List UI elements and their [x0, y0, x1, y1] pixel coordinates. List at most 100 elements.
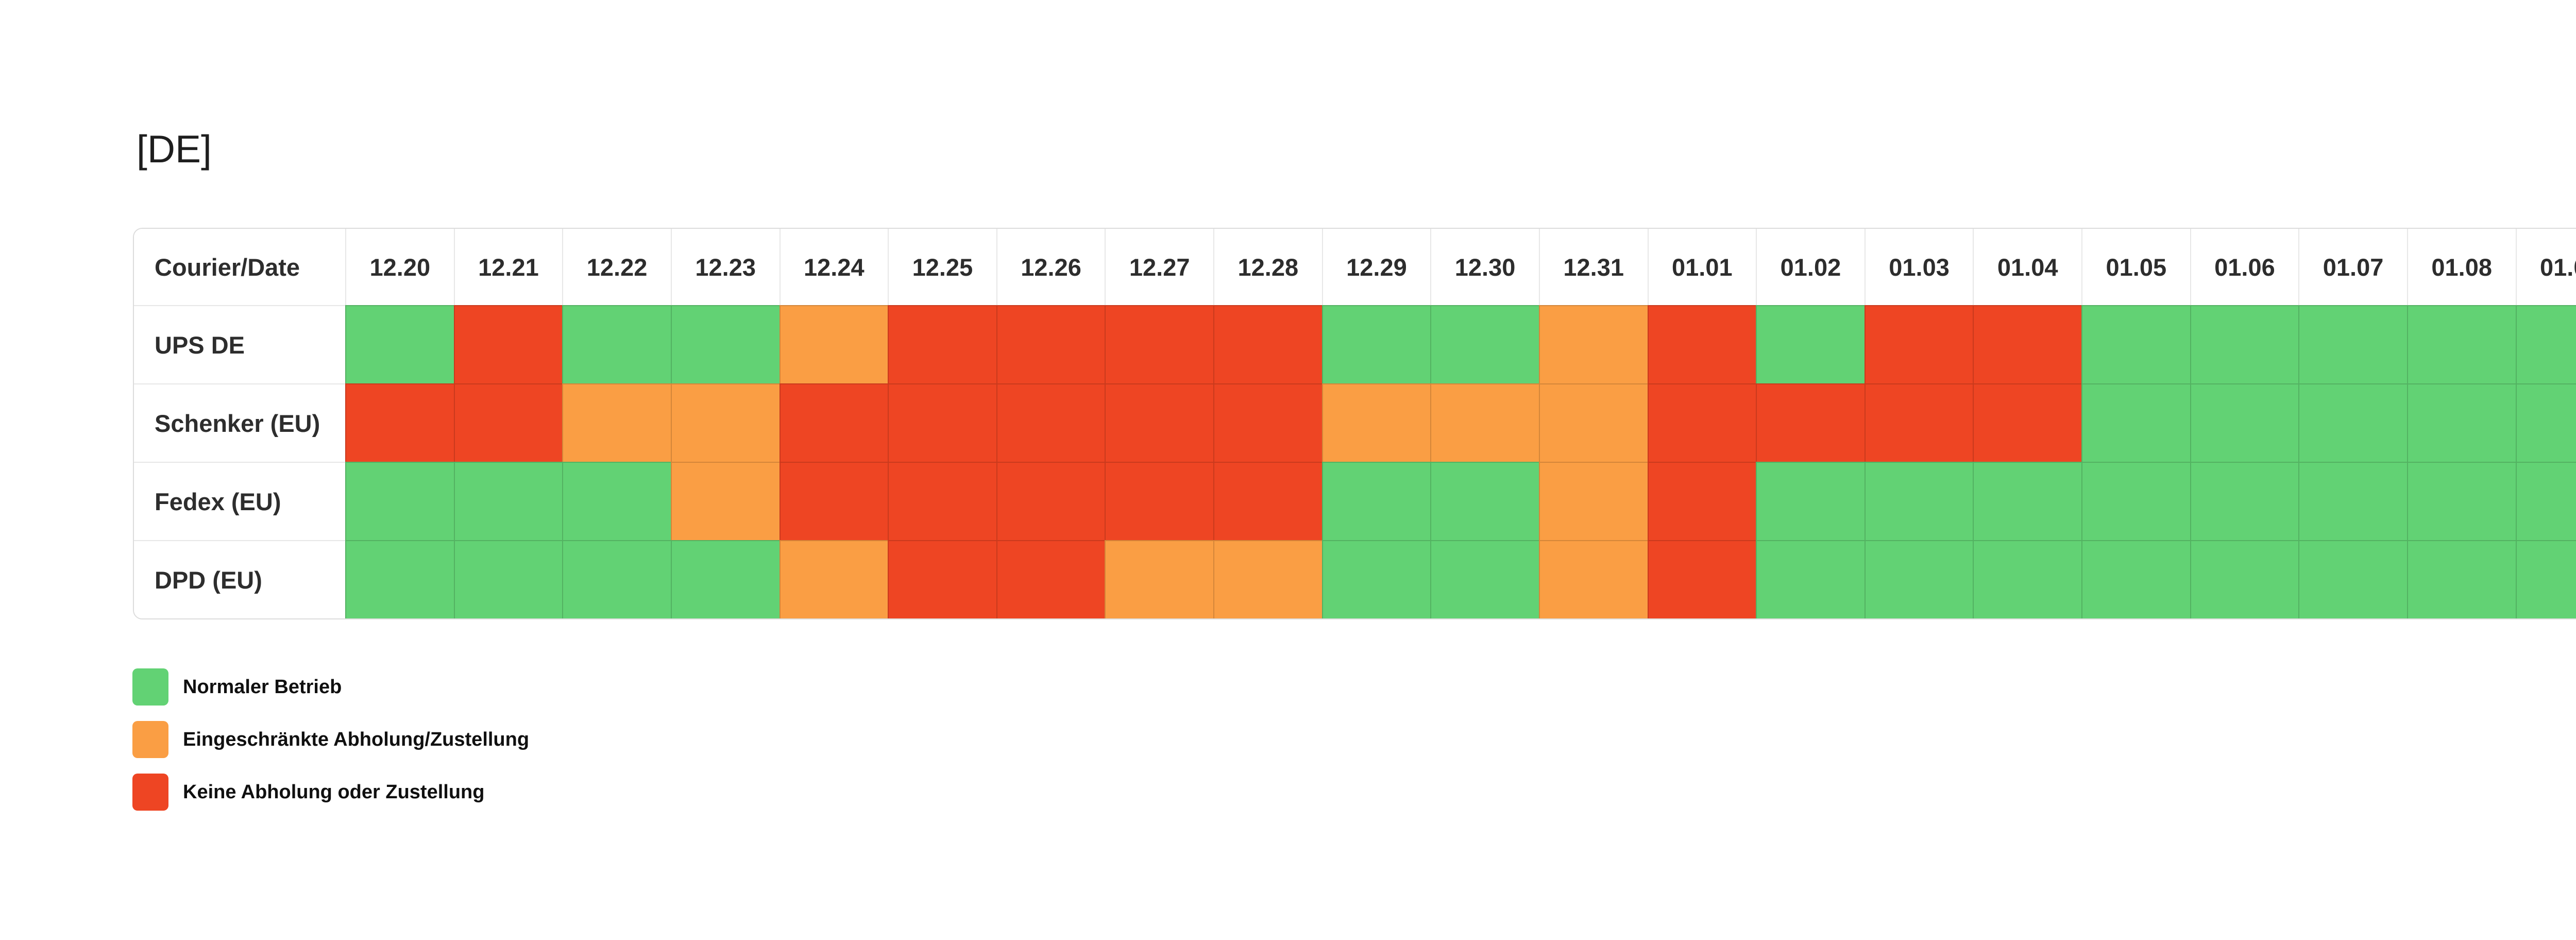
status-cell	[1213, 383, 1322, 462]
status-cell	[1538, 540, 1648, 618]
status-cell	[345, 305, 454, 383]
status-cell	[1973, 540, 2081, 618]
status-cell	[345, 462, 454, 540]
status-cell	[2190, 540, 2299, 618]
status-cell	[2298, 462, 2407, 540]
date-header: 12.27	[1105, 229, 1213, 305]
header-row: Courier/Date 12.20 12.21 12.22 12.23 12.24 12.…	[134, 229, 2576, 305]
legend-label: Keine Abholung oder Zustellung	[183, 781, 485, 803]
status-cell	[1647, 540, 1756, 618]
status-cell	[1647, 305, 1756, 383]
status-cell	[1647, 383, 1756, 462]
date-header: 01.04	[1973, 229, 2081, 305]
legend-item: Keine Abholung oder Zustellung	[132, 774, 2576, 811]
status-cell	[779, 540, 888, 618]
date-header: 12.20	[345, 229, 454, 305]
status-cell	[562, 383, 671, 462]
status-cell	[1430, 540, 1539, 618]
status-cell	[1321, 540, 1431, 618]
date-header: 01.03	[1864, 229, 1973, 305]
date-header: 12.31	[1538, 229, 1648, 305]
status-cell	[1105, 540, 1213, 618]
status-cell	[1864, 305, 1973, 383]
courier-date-grid: Courier/Date 12.20 12.21 12.22 12.23 12.24 12.…	[134, 229, 2576, 618]
status-cell	[453, 383, 563, 462]
courier-label: Schenker (EU)	[134, 383, 345, 462]
status-cell	[1430, 305, 1539, 383]
status-cell	[1105, 305, 1213, 383]
status-cell	[1538, 462, 1648, 540]
status-cell	[1538, 383, 1648, 462]
status-cell	[2190, 383, 2299, 462]
legend-item: Eingeschränkte Abholung/Zustellung	[132, 721, 2576, 758]
date-header: 01.07	[2298, 229, 2407, 305]
status-cell	[1756, 305, 1865, 383]
status-cell	[562, 540, 671, 618]
date-header: 01.02	[1756, 229, 1865, 305]
availability-table: Courier/Date 12.20 12.21 12.22 12.23 12.24 12.…	[133, 228, 2576, 619]
date-header: 12.23	[670, 229, 779, 305]
table-row: Schenker (EU)	[134, 383, 2576, 462]
status-cell	[345, 540, 454, 618]
status-cell	[2081, 383, 2190, 462]
status-cell	[453, 305, 563, 383]
status-cell	[888, 383, 996, 462]
date-header: 01.01	[1647, 229, 1756, 305]
status-cell	[1864, 383, 1973, 462]
date-header: 01.06	[2190, 229, 2299, 305]
legend-label: Normaler Betrieb	[183, 676, 342, 698]
status-cell	[2406, 462, 2516, 540]
status-cell	[1756, 383, 1865, 462]
status-cell	[1864, 540, 1973, 618]
status-cell	[1321, 383, 1431, 462]
status-cell	[996, 540, 1105, 618]
status-cell	[888, 540, 996, 618]
status-cell	[1756, 540, 1865, 618]
status-cell	[2190, 305, 2299, 383]
status-cell	[2406, 540, 2516, 618]
status-cell	[1973, 383, 2081, 462]
status-cell	[2515, 305, 2576, 383]
status-cell	[345, 383, 454, 462]
status-cell	[996, 383, 1105, 462]
status-cell	[2298, 383, 2407, 462]
status-cell	[1105, 462, 1213, 540]
date-header: 01.08	[2406, 229, 2516, 305]
status-cell	[888, 305, 996, 383]
status-cell	[2081, 462, 2190, 540]
status-cell	[1105, 383, 1213, 462]
status-cell	[2515, 383, 2576, 462]
date-header: 12.25	[888, 229, 996, 305]
date-header: 12.30	[1430, 229, 1539, 305]
status-cell	[670, 383, 779, 462]
status-cell	[670, 462, 779, 540]
status-cell	[2298, 540, 2407, 618]
status-cell	[779, 383, 888, 462]
status-cell	[2406, 383, 2516, 462]
date-header: 12.24	[779, 229, 888, 305]
legend-label: Eingeschränkte Abholung/Zustellung	[183, 728, 530, 750]
status-cell	[1213, 462, 1322, 540]
status-cell	[1430, 462, 1539, 540]
status-cell	[1321, 462, 1431, 540]
status-cell	[1538, 305, 1648, 383]
legend-swatch-limited	[132, 721, 168, 758]
date-header: 01.09	[2515, 229, 2576, 305]
table-row: DPD (EU)	[134, 540, 2576, 618]
status-cell	[453, 462, 563, 540]
date-header: 12.22	[562, 229, 671, 305]
status-cell	[996, 305, 1105, 383]
status-cell	[1973, 462, 2081, 540]
status-cell	[1213, 305, 1322, 383]
legend: Normaler Betrieb Eingeschränkte Abholung/…	[132, 668, 2576, 811]
status-cell	[779, 305, 888, 383]
legend-swatch-none	[132, 774, 168, 811]
legend-item: Normaler Betrieb	[132, 668, 2576, 706]
courier-label: UPS DE	[134, 305, 345, 383]
courier-label: Fedex (EU)	[134, 462, 345, 540]
status-cell	[562, 462, 671, 540]
status-cell	[670, 540, 779, 618]
date-header: 01.05	[2081, 229, 2190, 305]
status-cell	[1756, 462, 1865, 540]
date-header: 12.21	[453, 229, 563, 305]
